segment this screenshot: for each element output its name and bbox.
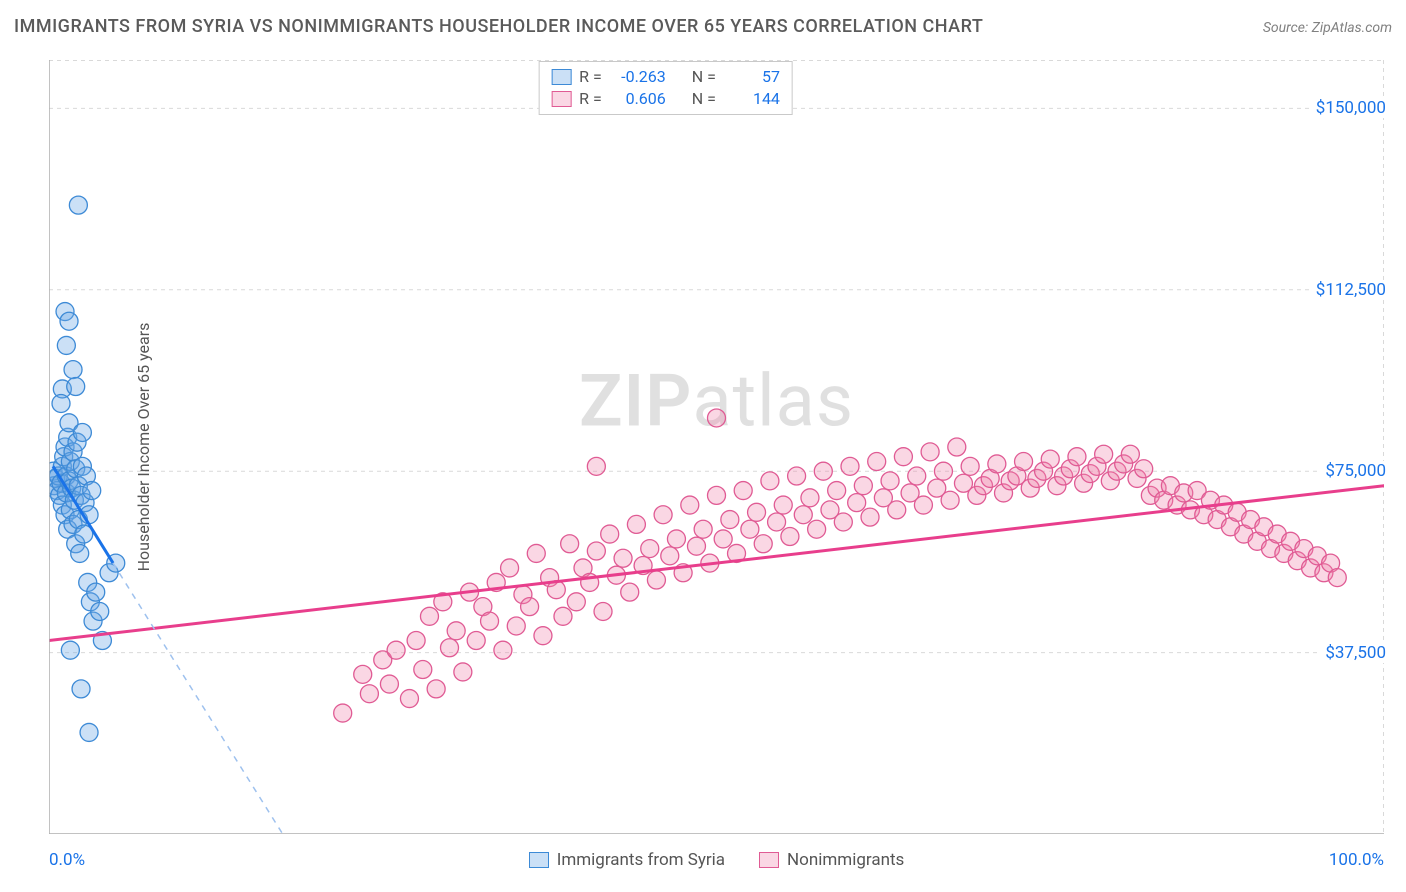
- n-value-pink: 144: [724, 88, 780, 110]
- legend-swatch-blue-bottom: [529, 852, 549, 868]
- legend-stats: R = -0.263 N = 57 R = 0.606 N = 144: [538, 61, 793, 115]
- y-axis-label: Householder Income Over 65 years: [134, 323, 153, 572]
- y-tick-label: $37,500: [1319, 643, 1386, 663]
- y-tick-label: $75,000: [1319, 461, 1386, 481]
- series-name-blue: Immigrants from Syria: [557, 850, 725, 870]
- n-value-blue: 57: [724, 66, 780, 88]
- r-value-blue: -0.263: [610, 66, 666, 88]
- r-value-pink: 0.606: [610, 88, 666, 110]
- legend-swatch-pink: [551, 91, 571, 107]
- y-tick-label: $112,500: [1310, 280, 1386, 300]
- chart-title: IMMIGRANTS FROM SYRIA VS NONIMMIGRANTS H…: [14, 16, 983, 37]
- legend-series: Immigrants from Syria Nonimmigrants: [49, 850, 1384, 870]
- legend-swatch-pink-bottom: [759, 852, 779, 868]
- series-name-pink: Nonimmigrants: [787, 850, 904, 870]
- legend-swatch-blue: [551, 69, 571, 85]
- chart-area: ZIPatlas $37,500$75,000$112,500$150,000 …: [49, 60, 1384, 834]
- title-bar: IMMIGRANTS FROM SYRIA VS NONIMMIGRANTS H…: [14, 16, 1392, 37]
- source-label: Source: ZipAtlas.com: [1263, 20, 1392, 36]
- y-tick-label: $150,000: [1310, 98, 1386, 118]
- scatter-plot-svg: [49, 60, 1384, 834]
